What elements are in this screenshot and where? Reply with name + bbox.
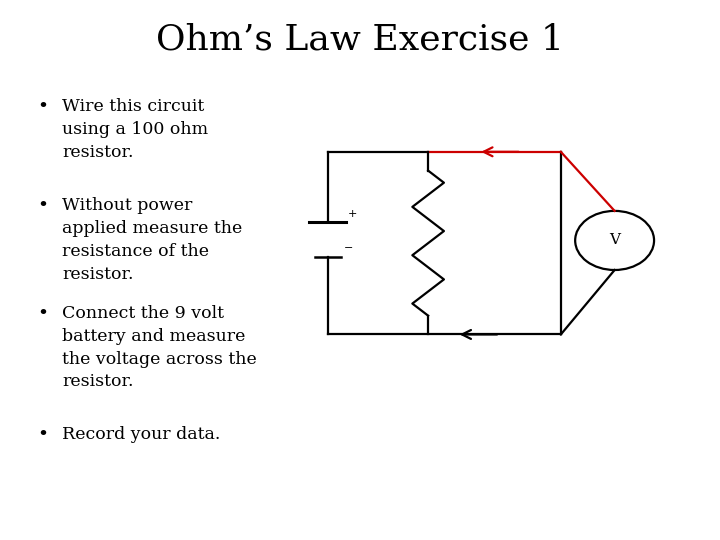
Text: −: − — [343, 244, 353, 253]
Text: •: • — [37, 426, 48, 444]
Text: Record your data.: Record your data. — [63, 426, 221, 443]
Text: Connect the 9 volt
battery and measure
the voltage across the
resistor.: Connect the 9 volt battery and measure t… — [63, 305, 257, 390]
Text: •: • — [37, 305, 48, 323]
Text: V: V — [609, 233, 620, 247]
Text: •: • — [37, 98, 48, 116]
Text: +: + — [348, 208, 357, 219]
Text: •: • — [37, 198, 48, 215]
Text: Ohm’s Law Exercise 1: Ohm’s Law Exercise 1 — [156, 23, 564, 57]
Text: Without power
applied measure the
resistance of the
resistor.: Without power applied measure the resist… — [63, 198, 243, 283]
Text: Wire this circuit
using a 100 ohm
resistor.: Wire this circuit using a 100 ohm resist… — [63, 98, 209, 161]
